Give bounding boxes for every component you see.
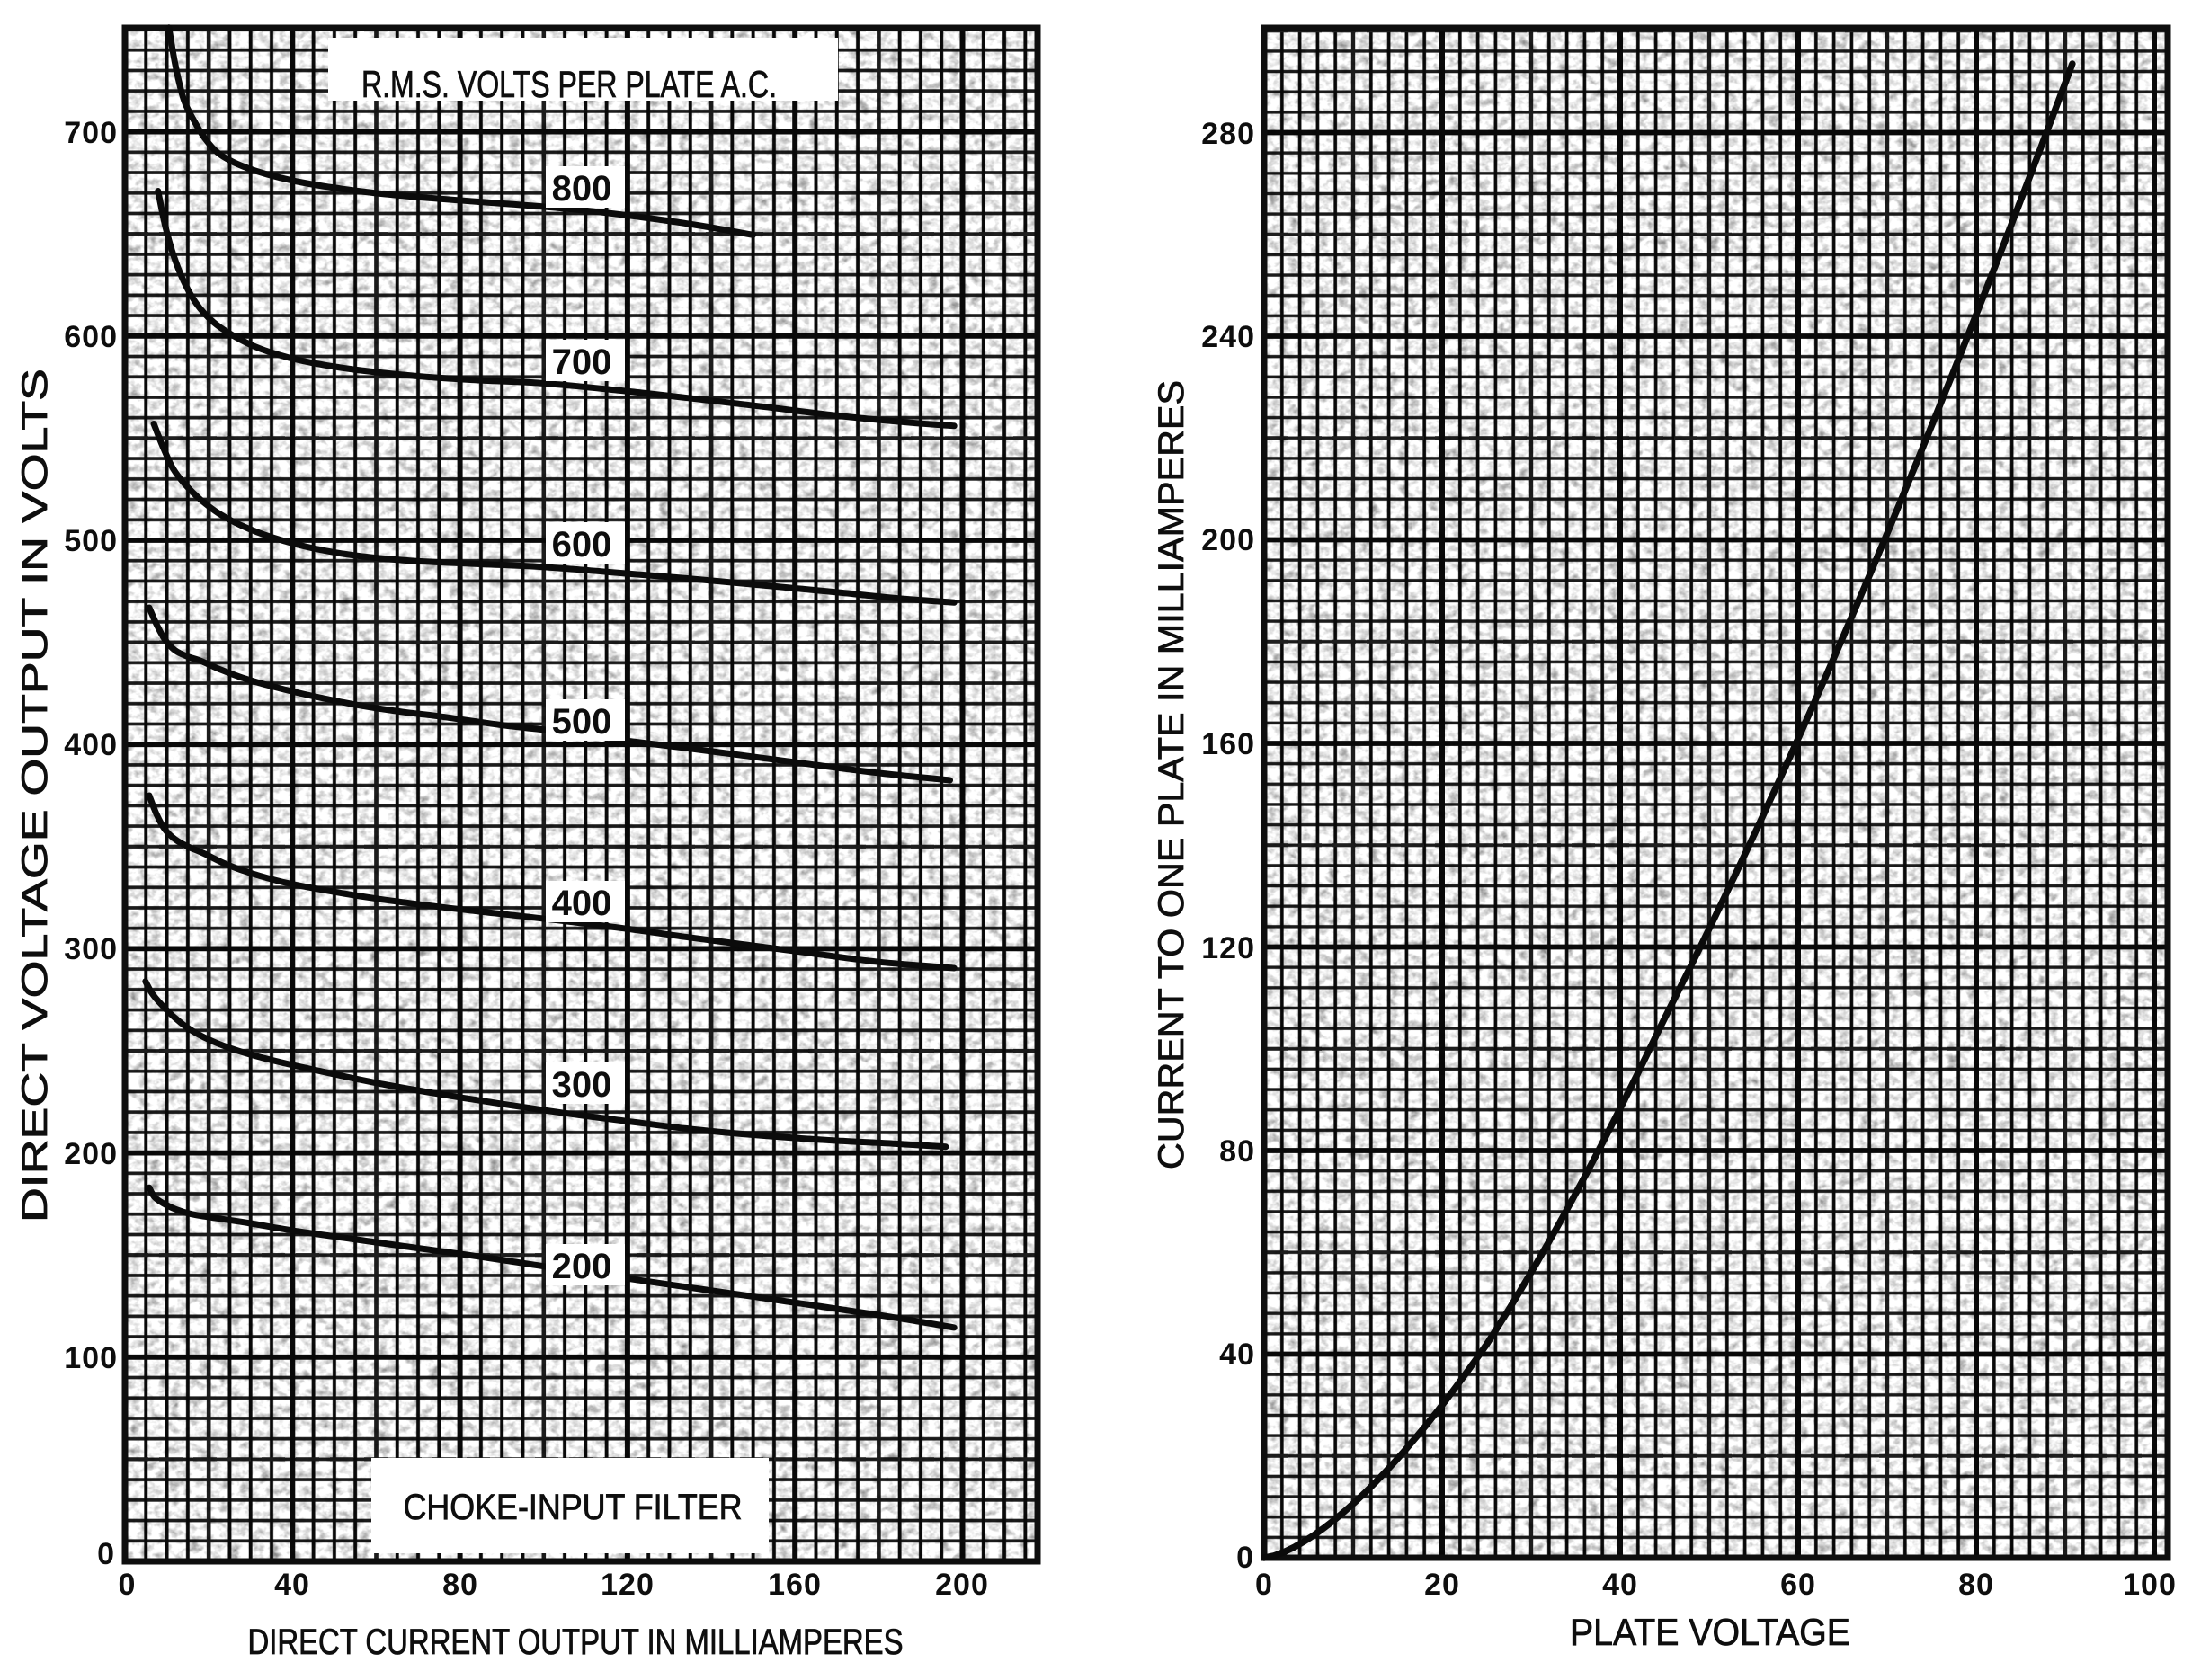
svg-text:40: 40 — [1602, 1568, 1638, 1602]
svg-text:40: 40 — [1219, 1338, 1255, 1372]
svg-text:600: 600 — [64, 320, 118, 354]
svg-text:DIRECT CURRENT OUTPUT IN MILLI: DIRECT CURRENT OUTPUT IN MILLIAMPERES — [248, 1622, 904, 1662]
svg-text:200: 200 — [64, 1137, 118, 1171]
svg-text:700: 700 — [64, 116, 118, 150]
svg-text:200: 200 — [935, 1568, 989, 1602]
svg-text:700: 700 — [552, 342, 612, 382]
svg-text:240: 240 — [1201, 320, 1255, 354]
svg-text:100: 100 — [64, 1341, 118, 1375]
svg-text:300: 300 — [552, 1065, 612, 1105]
svg-text:800: 800 — [552, 169, 612, 209]
svg-text:0: 0 — [119, 1568, 136, 1602]
svg-text:200: 200 — [1201, 523, 1255, 557]
svg-text:DIRECT VOLTAGE OUTPUT IN VOLTS: DIRECT VOLTAGE OUTPUT IN VOLTS — [15, 369, 55, 1222]
svg-text:160: 160 — [1201, 727, 1255, 761]
svg-text:100: 100 — [2123, 1568, 2177, 1602]
svg-text:160: 160 — [768, 1568, 822, 1602]
svg-text:R.M.S. VOLTS PER PLATE A.C.: R.M.S. VOLTS PER PLATE A.C. — [361, 63, 777, 105]
svg-text:40: 40 — [274, 1568, 310, 1602]
svg-text:600: 600 — [552, 525, 612, 564]
svg-text:120: 120 — [601, 1568, 655, 1602]
svg-text:280: 280 — [1201, 117, 1255, 151]
svg-text:300: 300 — [64, 932, 118, 966]
svg-text:PLATE VOLTAGE: PLATE VOLTAGE — [1570, 1611, 1850, 1653]
svg-text:0: 0 — [1255, 1568, 1273, 1602]
svg-text:60: 60 — [1780, 1568, 1816, 1602]
svg-text:0: 0 — [97, 1537, 114, 1571]
svg-text:CURRENT TO ONE PLATE IN MILLIA: CURRENT TO ONE PLATE IN MILLIAMPERES — [1152, 380, 1191, 1169]
svg-text:500: 500 — [552, 702, 612, 742]
svg-text:CHOKE-INPUT FILTER: CHOKE-INPUT FILTER — [404, 1488, 743, 1527]
svg-text:80: 80 — [442, 1568, 478, 1602]
svg-text:20: 20 — [1424, 1568, 1460, 1602]
svg-text:120: 120 — [1201, 931, 1255, 965]
svg-text:80: 80 — [1219, 1134, 1255, 1169]
svg-text:80: 80 — [1958, 1568, 1994, 1602]
svg-text:400: 400 — [64, 728, 118, 762]
svg-text:400: 400 — [552, 884, 612, 923]
svg-text:0: 0 — [1236, 1541, 1253, 1575]
svg-text:500: 500 — [64, 524, 118, 558]
svg-text:200: 200 — [552, 1247, 612, 1286]
